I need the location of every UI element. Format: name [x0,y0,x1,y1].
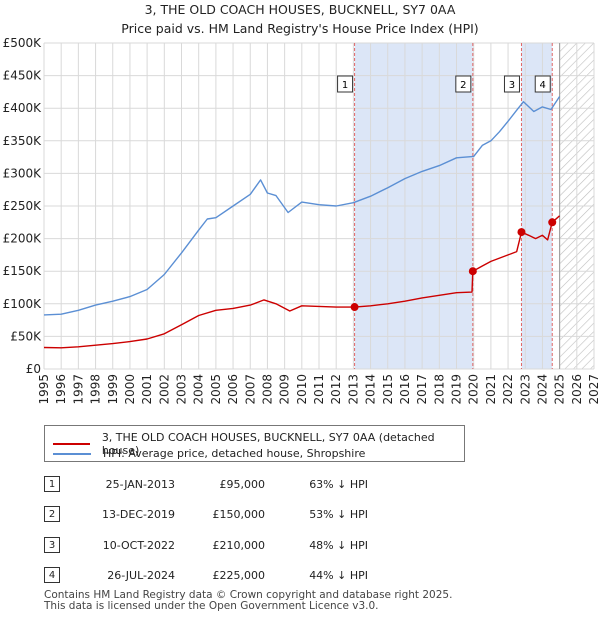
x-tick-label: 2007 [243,374,257,405]
x-tick-label: 2008 [260,374,274,405]
x-tick-label: 2021 [484,374,498,405]
sale-point [548,218,557,227]
table-row: 4 26-JUL-2024 £225,000 44% ↓ HPI [44,567,404,585]
y-tick-label: £50K [10,329,42,343]
x-tick-label: 2002 [157,374,171,405]
tx-number: 1 [44,476,60,492]
legend-swatch-hpi [53,452,91,455]
legend-item-hpi: HPI: Average price, detached house, Shro… [53,447,365,460]
x-tick-label: 1996 [54,374,68,405]
tx-hpi: 48% ↓ HPI [309,539,368,552]
tx-hpi: 63% ↓ HPI [309,478,368,491]
tx-date: 25-JAN-2013 [105,478,175,491]
x-tick-label: 2019 [450,374,464,405]
x-tick-label: 2018 [432,374,446,405]
chart-subtitle: Price paid vs. HM Land Registry's House … [121,21,478,36]
x-tick-label: 2009 [278,374,292,405]
sale-marker-label: 2 [460,80,466,91]
footer-line-1: Contains HM Land Registry data © Crown c… [44,589,453,601]
legend-item-property: 3, THE OLD COACH HOUSES, BUCKNELL, SY7 0… [53,431,464,457]
chart-title: 3, THE OLD COACH HOUSES, BUCKNELL, SY7 0… [145,2,456,17]
x-tick-label: 2006 [226,374,240,405]
x-tick-label: 2022 [501,374,515,405]
x-tick-label: 1999 [106,374,120,405]
tx-date: 13-DEC-2019 [101,508,175,521]
y-tick-label: £0 [26,362,41,376]
x-tick-label: 2024 [535,374,549,405]
sale-marker-box [534,75,551,93]
sale-point [517,228,526,237]
legend-label-hpi: HPI: Average price, detached house, Shro… [103,447,366,460]
x-tick-label: 2000 [123,374,137,405]
sale-point [468,267,477,276]
y-tick-label: £100K [3,297,43,311]
footer-line-2: This data is licensed under the Open Gov… [44,600,379,612]
sale-marker-box [337,75,354,93]
x-tick-label: 1997 [71,374,85,405]
y-tick-label: £450K [3,69,43,83]
tx-date: 26-JUL-2024 [107,569,175,582]
tx-number: 2 [44,506,60,522]
y-tick-label: £250K [3,199,43,213]
x-tick-label: 2012 [329,374,343,405]
tx-number: 3 [44,537,60,553]
y-tick-label: £350K [3,134,43,148]
footer-attribution: Contains HM Land Registry data © Crown c… [44,590,452,612]
x-tick-label: 2001 [140,374,154,405]
tx-price: £225,000 [212,569,266,582]
x-tick-label: 2023 [518,374,532,405]
x-tick-label: 2010 [295,374,309,405]
y-tick-label: £150K [3,264,43,278]
x-tick-label: 1998 [89,374,103,405]
x-tick-label: 2025 [553,374,567,405]
x-tick-label: 1995 [37,374,51,405]
tx-price: £95,000 [219,478,266,491]
x-tick-label: 2027 [587,374,600,405]
y-tick-label: £300K [3,166,43,180]
tx-hpi: 53% ↓ HPI [309,508,368,521]
x-tick-label: 2014 [364,374,378,405]
table-row: 3 10-OCT-2022 £210,000 48% ↓ HPI [44,537,404,555]
tx-price: £150,000 [212,508,266,521]
x-tick-label: 2016 [398,374,412,405]
legend-label-property: 3, THE OLD COACH HOUSES, BUCKNELL, SY7 0… [101,431,435,457]
x-tick-label: 2017 [415,374,429,405]
y-tick-label: £500K [3,36,43,50]
tx-date: 10-OCT-2022 [102,539,175,552]
y-tick-label: £400K [3,101,43,115]
y-tick-label: £200K [3,232,43,246]
table-row: 1 25-JAN-2013 £95,000 63% ↓ HPI [44,476,404,494]
hpi-line [43,96,561,316]
price-chart: 3, THE OLD COACH HOUSES, BUCKNELL, SY7 0… [3,2,600,405]
tx-number: 4 [44,567,60,583]
x-tick-label: 2013 [346,374,360,405]
table-row: 2 13-DEC-2019 £150,000 53% ↓ HPI [44,506,404,524]
x-tick-label: 2004 [192,374,206,405]
sale-marker-label: 4 [540,80,546,91]
sale-marker-label: 3 [509,80,515,91]
sale-point [350,303,359,312]
tx-hpi: 44% ↓ HPI [309,569,368,582]
legend-swatch-property [53,443,90,445]
tx-price: £210,000 [212,539,266,552]
x-tick-label: 2005 [209,374,223,405]
legend: 3, THE OLD COACH HOUSES, BUCKNELL, SY7 0… [44,425,465,462]
x-tick-label: 2015 [381,374,395,405]
x-tick-label: 2020 [467,374,481,405]
x-tick-label: 2011 [312,374,326,405]
sale-marker-box [455,75,472,93]
sale-marker-box [503,75,520,93]
x-tick-label: 2003 [175,374,189,405]
x-tick-label: 2026 [570,374,584,405]
sale-marker-label: 1 [342,80,348,91]
